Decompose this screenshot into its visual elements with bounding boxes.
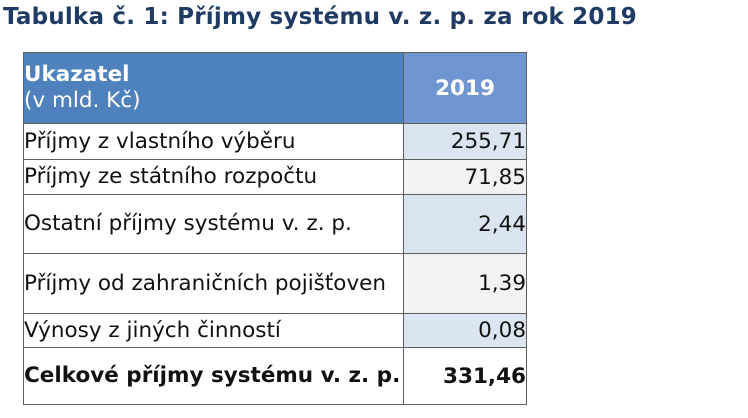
header-indicator-cell: Ukazatel (v mld. Kč)	[23, 52, 404, 124]
row-label: Příjmy ze státního rozpočtu	[23, 159, 404, 195]
table-row: Příjmy z vlastního výběru 255,71	[23, 123, 527, 160]
table-row: Příjmy od zahraničních pojišťoven 1,39	[23, 253, 527, 314]
row-label: Příjmy od zahraničních pojišťoven	[23, 253, 404, 314]
table-header-row: Ukazatel (v mld. Kč) 2019	[23, 52, 527, 124]
row-value: 0,08	[403, 313, 527, 348]
row-label: Ostatní příjmy systému v. z. p.	[23, 194, 404, 254]
header-unit-label: (v mld. Kč)	[24, 88, 141, 113]
table-title: Tabulka č. 1: Příjmy systému v. z. p. za…	[3, 4, 638, 30]
table-row: Výnosy z jiných činností 0,08	[23, 313, 527, 348]
total-label: Celkové příjmy systému v. z. p.	[23, 347, 404, 405]
row-value: 255,71	[403, 123, 527, 160]
row-value: 1,39	[403, 253, 527, 314]
income-table: Ukazatel (v mld. Kč) 2019 Příjmy z vlast…	[23, 52, 527, 405]
table-row: Příjmy ze státního rozpočtu 71,85	[23, 159, 527, 195]
table-row: Ostatní příjmy systému v. z. p. 2,44	[23, 194, 527, 254]
row-label: Výnosy z jiných činností	[23, 313, 404, 348]
total-value: 331,46	[403, 347, 527, 405]
row-label: Příjmy z vlastního výběru	[23, 123, 404, 160]
header-year-cell: 2019	[403, 52, 527, 124]
row-value: 2,44	[403, 194, 527, 254]
total-row: Celkové příjmy systému v. z. p. 331,46	[23, 347, 527, 405]
header-indicator-label: Ukazatel	[24, 62, 130, 87]
row-value: 71,85	[403, 159, 527, 195]
